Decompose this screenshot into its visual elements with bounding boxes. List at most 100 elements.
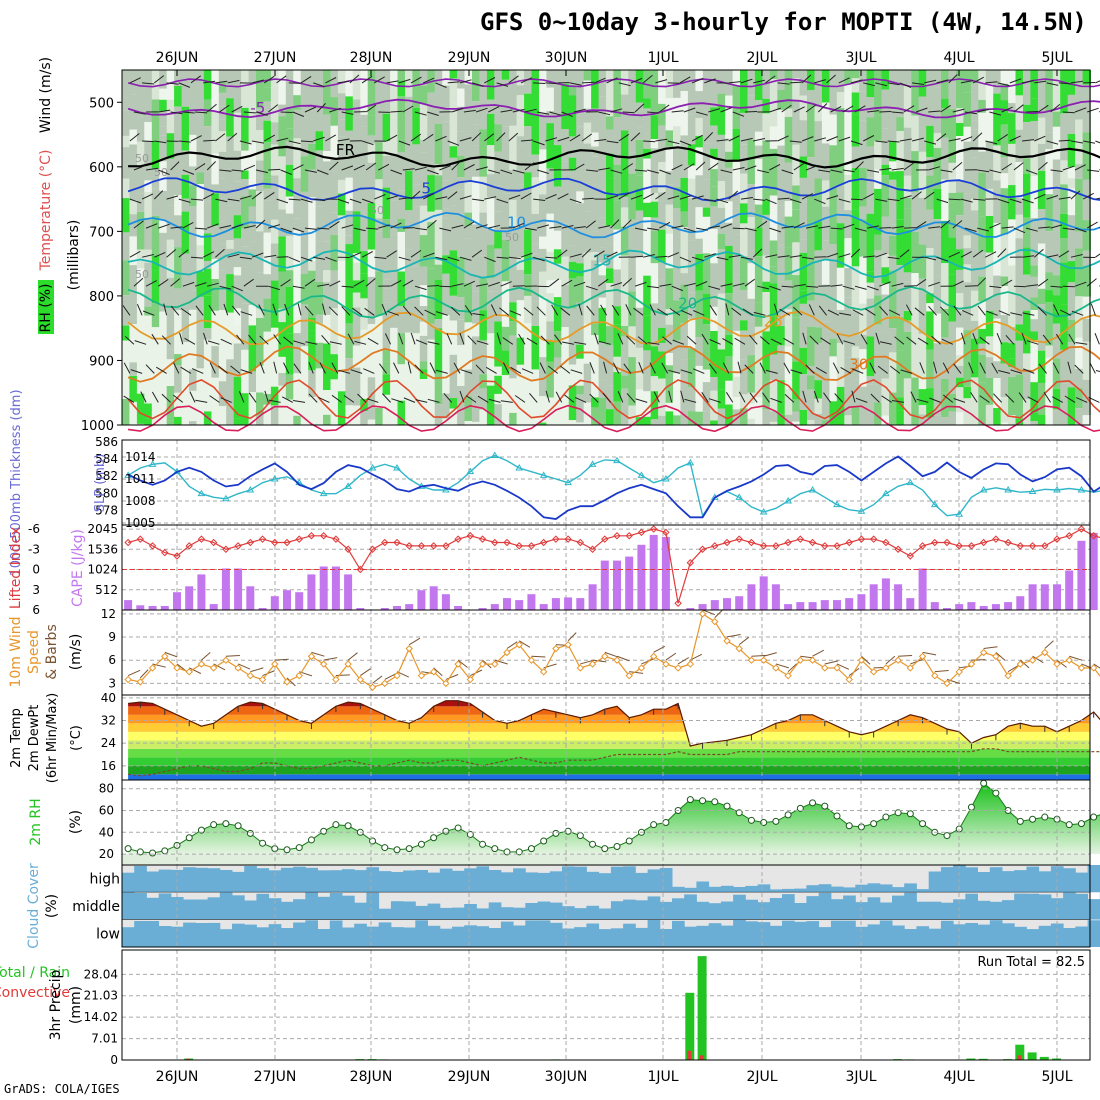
- rh-cell: [360, 411, 369, 425]
- cape-bar: [661, 536, 670, 610]
- rh-cell: [390, 399, 399, 425]
- li-tick-label: -3: [28, 542, 40, 556]
- wind10m-marker: [931, 671, 939, 680]
- wind-barb: [977, 169, 990, 173]
- cape-tick-label: 1024: [87, 563, 118, 577]
- rh-cell: [248, 111, 257, 143]
- cloud-cell: [256, 868, 270, 893]
- wind10m-marker: [393, 671, 401, 680]
- rh-cell: [613, 70, 622, 109]
- rh-cell: [613, 164, 622, 201]
- rh-cell: [367, 324, 377, 333]
- rh-cell: [903, 197, 913, 209]
- wind-barb: [820, 337, 831, 345]
- rh-cell: [702, 111, 712, 144]
- wind-barb: [264, 191, 275, 200]
- wind10m-barb: [714, 609, 724, 618]
- rh-cell: [285, 286, 295, 334]
- wind-barb: [475, 107, 488, 113]
- wind10m-marker: [869, 668, 878, 676]
- li-marker: [723, 538, 731, 547]
- rh-cell: [963, 92, 972, 127]
- rh-cell: [732, 409, 741, 425]
- rh-cell: [918, 121, 928, 152]
- wind-barb: [276, 137, 289, 142]
- wind-barb: [251, 252, 264, 258]
- rh-cell: [539, 112, 548, 150]
- rh-cell: [434, 280, 444, 320]
- cloud-cell: [782, 894, 795, 920]
- rh-cell: [218, 178, 228, 222]
- wind-barb: [284, 303, 290, 316]
- rh-cell: [501, 240, 511, 282]
- rh-cell: [851, 92, 861, 115]
- rh-cell: [747, 184, 756, 218]
- rh-cell: [434, 256, 444, 265]
- rh-cell: [427, 92, 436, 111]
- cloud-cell: [843, 895, 856, 920]
- rh-cell: [166, 158, 176, 206]
- li-marker: [185, 542, 193, 550]
- rh-cell: [762, 370, 771, 382]
- cape-bar: [503, 598, 511, 610]
- rh-cell: [576, 422, 585, 425]
- wind-barb: [716, 139, 729, 142]
- wind-barb: [1010, 312, 1023, 316]
- rh-cell: [1052, 409, 1062, 425]
- rh-contour-label: 50: [370, 204, 384, 217]
- rh-cell: [166, 359, 176, 386]
- cloud-cell: [562, 906, 575, 920]
- wind10m-barb: [445, 674, 459, 680]
- rh-cell: [896, 317, 905, 351]
- rh-cell: [918, 414, 928, 425]
- rh-cell: [1067, 215, 1077, 262]
- cloud-cell: [672, 898, 685, 920]
- rh-marker: [417, 840, 425, 848]
- rh-cell: [457, 131, 466, 156]
- wind-barb: [1022, 255, 1035, 258]
- rh-cell: [449, 408, 458, 425]
- rh-cell: [1045, 398, 1054, 425]
- wind-barb: [769, 163, 781, 171]
- li-marker: [747, 538, 756, 547]
- wind-barb: [802, 256, 815, 260]
- rh-cell: [799, 156, 808, 178]
- wind10m-marker: [405, 644, 413, 653]
- wind-barb: [585, 220, 596, 229]
- wind-barb: [691, 195, 704, 200]
- rh-cell: [464, 70, 473, 85]
- rh-cell: [270, 219, 280, 244]
- wind-barb: [1022, 139, 1035, 142]
- rh-cell: [397, 333, 406, 365]
- cloud-cell: [366, 926, 380, 947]
- dewpoint-line: [128, 748, 1100, 777]
- cloud-cell: [1063, 928, 1076, 947]
- wind-barb: [545, 194, 557, 200]
- rh2m-unit-label: (%): [68, 810, 84, 834]
- rh-cell: [1060, 383, 1069, 398]
- cloud-cell: [427, 925, 441, 947]
- cloud-cell: [317, 870, 331, 893]
- wind-barb: [952, 280, 964, 287]
- wind10m-barb: [677, 657, 690, 665]
- wind10m-barb: [225, 655, 240, 657]
- wind-barb: [979, 362, 986, 374]
- precip-bar: [966, 1058, 976, 1060]
- rh-cell: [390, 153, 399, 201]
- date-label-top: 30JUN: [545, 50, 588, 66]
- rh-cell: [181, 198, 190, 212]
- rh-cell: [256, 191, 265, 232]
- date-label-top: 28JUN: [350, 50, 393, 66]
- wind-barb: [520, 192, 532, 200]
- cloud-cell: [134, 893, 147, 920]
- rh-cell: [226, 240, 235, 249]
- rh-cell: [695, 118, 704, 136]
- rh-cell: [412, 206, 421, 219]
- rh-cell: [658, 162, 667, 193]
- rh-cell: [345, 358, 354, 406]
- cloud-cell: [647, 919, 661, 947]
- rh-cell: [881, 164, 890, 176]
- rh-cell: [501, 70, 511, 80]
- rh-cell: [740, 290, 749, 321]
- rh-cell: [308, 143, 317, 170]
